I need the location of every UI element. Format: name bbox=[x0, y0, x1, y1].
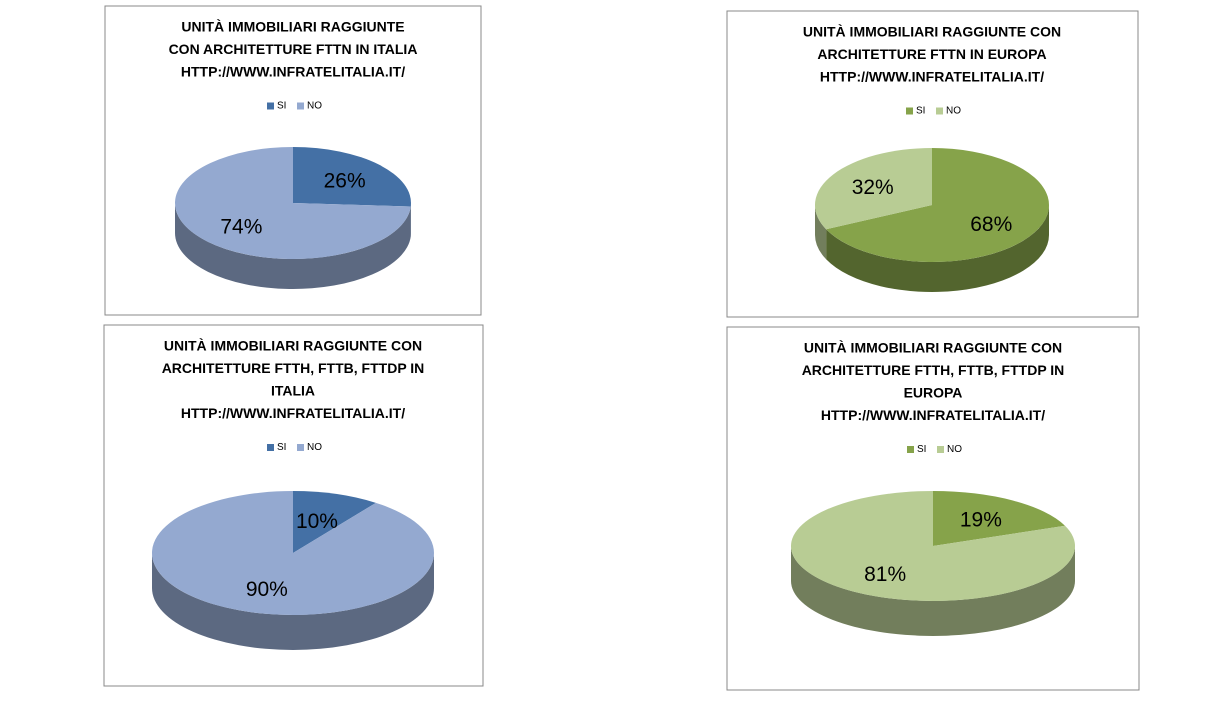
chart-title: HTTP://WWW.INFRATELITALIA.IT/ bbox=[820, 69, 1044, 85]
pie-side bbox=[826, 205, 1049, 292]
legend-label: NO bbox=[307, 101, 322, 112]
pie-slice bbox=[933, 491, 1066, 546]
legend-swatch bbox=[937, 446, 944, 453]
pie-side bbox=[791, 546, 1075, 636]
legend-swatch bbox=[267, 444, 274, 451]
value-label: 10% bbox=[296, 510, 338, 533]
pie-slice bbox=[790, 491, 1075, 601]
pie-side bbox=[815, 205, 827, 260]
chart-title: UNITÀ IMMOBILIARI RAGGIUNTE CON bbox=[804, 340, 1062, 356]
pie-slice bbox=[293, 491, 376, 553]
value-label: 26% bbox=[324, 170, 366, 193]
legend-swatch bbox=[936, 107, 943, 115]
value-label: 68% bbox=[970, 213, 1012, 236]
legend-label: NO bbox=[307, 442, 322, 453]
legend-label: SI bbox=[277, 101, 286, 112]
legend-label: NO bbox=[946, 106, 961, 117]
chart-title: ARCHITETTURE FTTH, FTTB, FTTDP IN bbox=[802, 362, 1065, 378]
chart-title: CON ARCHITETTURE FTTN IN ITALIA bbox=[169, 41, 418, 57]
pie-side bbox=[152, 553, 434, 650]
chart-title: UNITÀ IMMOBILIARI RAGGIUNTE CON bbox=[803, 24, 1061, 40]
legend-label: NO bbox=[947, 444, 962, 455]
value-label: 74% bbox=[220, 216, 262, 239]
chart-title: HTTP://WWW.INFRATELITALIA.IT/ bbox=[181, 405, 405, 421]
chart-title: EUROPA bbox=[904, 385, 963, 401]
pie-side bbox=[175, 203, 411, 290]
chart-title: HTTP://WWW.INFRATELITALIA.IT/ bbox=[181, 64, 405, 80]
chart-title: ARCHITETTURE FTTN IN EUROPA bbox=[817, 46, 1046, 62]
chart-title: UNITÀ IMMOBILIARI RAGGIUNTE CON bbox=[164, 338, 422, 354]
legend-label: SI bbox=[917, 444, 926, 455]
legend-label: SI bbox=[277, 442, 286, 453]
legend-label: SI bbox=[916, 106, 925, 117]
legend-swatch bbox=[297, 444, 304, 451]
chart-title: UNITÀ IMMOBILIARI RAGGIUNTE bbox=[181, 19, 404, 35]
legend-swatch bbox=[907, 446, 914, 453]
value-label: 19% bbox=[960, 508, 1002, 531]
value-label: 90% bbox=[246, 578, 288, 601]
chart-title: ITALIA bbox=[271, 383, 315, 399]
pie-slice bbox=[826, 148, 1049, 262]
pie-slice bbox=[815, 148, 932, 230]
pie-slice bbox=[175, 147, 411, 259]
legend-swatch bbox=[906, 107, 913, 115]
value-label: 32% bbox=[852, 176, 894, 199]
pie-slice bbox=[293, 147, 411, 207]
pie-slice bbox=[152, 491, 434, 616]
value-label: 81% bbox=[864, 563, 906, 586]
chart-title: HTTP://WWW.INFRATELITALIA.IT/ bbox=[821, 407, 1045, 423]
legend-swatch bbox=[267, 102, 274, 110]
legend-swatch bbox=[297, 102, 304, 110]
chart-title: ARCHITETTURE FTTH, FTTB, FTTDP IN bbox=[162, 360, 425, 376]
